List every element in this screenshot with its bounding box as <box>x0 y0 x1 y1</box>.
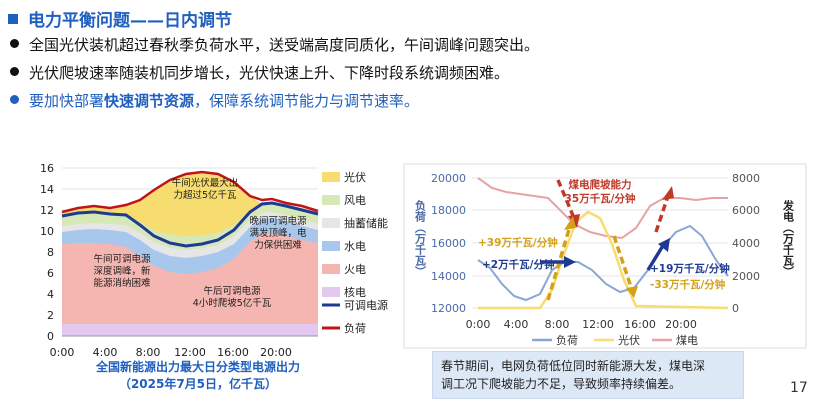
right-legend-pv: 光伏 <box>618 333 640 347</box>
left-ytick: 2 <box>47 309 54 322</box>
thermal-area <box>62 233 318 336</box>
bullet-1: 全国光伏装机超过春秋季负荷水平，送受端高度同质化，午间调峰问题突出。 <box>10 34 539 55</box>
left-chart: 0 2 4 6 8 10 12 14 16 0:00 4:00 8:00 12:… <box>40 162 388 359</box>
coal-annotation: 煤电爬坡能力 <box>569 178 632 191</box>
left-annotation-2: 午间可调电源 <box>93 253 151 265</box>
left-ytick: 12 <box>40 204 54 217</box>
adjustable-line <box>61 201 319 248</box>
nuclear-area <box>62 324 318 336</box>
pv-down-annotation: -33万千瓦/分钟 <box>650 278 726 291</box>
right-ytick-left: 16000 <box>431 237 466 250</box>
caption-line-2: （2025年7月5日，亿千瓦） <box>118 377 278 391</box>
left-ytick: 8 <box>47 246 54 259</box>
legend-storage: 抽蓄储能 <box>344 216 388 230</box>
left-xtick: 12:00 <box>174 346 206 359</box>
left-annotation-3: 满发顶峰，电 <box>249 227 307 239</box>
right-ytick-left: 12000 <box>431 302 466 315</box>
left-annotation-3: 晚间可调电源 <box>249 215 307 227</box>
legend-hydro: 水电 <box>344 240 366 253</box>
right-ytick-right: 4000 <box>732 237 760 250</box>
bullet-1-text: 全国光伏装机超过春秋季负荷水平，送受端高度同质化，午间调峰问题突出。 <box>29 36 540 54</box>
bullet-3-pre: 要加快部署 <box>29 92 105 110</box>
title-square-icon <box>8 14 18 24</box>
left-annotation-3: 力保供困难 <box>254 239 302 251</box>
bullet-dot-icon <box>10 95 19 104</box>
left-xtick: 0:00 <box>50 346 75 359</box>
legend-wind: 风电 <box>344 194 366 207</box>
load-line <box>61 170 319 214</box>
left-annotation-1: 午间光伏最大出 <box>172 177 239 189</box>
coal-annotation: 35万千瓦/分钟 <box>565 192 636 205</box>
pv-up-annotation: +39万千瓦/分钟 <box>478 236 558 249</box>
legend-nuclear: 核电 <box>344 285 366 299</box>
left-ytick: 0 <box>47 330 54 343</box>
left-annotation-4: 午后可调电源 <box>203 285 261 297</box>
right-ytick-left: 18000 <box>431 204 466 217</box>
note-line-1: 春节期间，电网负荷低位同时新能源大发，煤电深 <box>441 359 706 373</box>
bullet-3-highlight: 快速调节资源 <box>104 92 195 110</box>
left-xtick: 4:00 <box>93 346 118 359</box>
left-ytick: 16 <box>40 162 54 175</box>
page-number: 17 <box>790 380 808 396</box>
left-xtick: 8:00 <box>136 346 161 359</box>
bullet-3-post: ，保障系统调节能力与调节速率。 <box>194 92 420 110</box>
coal-line <box>477 177 728 240</box>
right-xtick: 4:00 <box>504 318 529 331</box>
right-ylabel-right: 发电（万千瓦） <box>782 199 796 277</box>
right-ytick-right: 8000 <box>732 172 760 185</box>
bullet-2: 光伏爬坡速率随装机同步增长，光伏快速上升、下降时段系统调频困难。 <box>10 62 509 83</box>
left-annotation-1: 力超过5亿千瓦 <box>173 189 237 201</box>
right-ytick-right: 6000 <box>732 204 760 217</box>
right-xtick: 8:00 <box>545 318 570 331</box>
left-annotation-4: 4小时爬坡5亿千瓦 <box>193 297 272 309</box>
right-chart: 煤电爬坡能力 35万千瓦/分钟 +39万千瓦/分钟 +2万千瓦/分钟 +19万千… <box>403 163 807 349</box>
left-ytick: 10 <box>40 225 54 238</box>
right-ytick-right: 2000 <box>732 270 760 283</box>
right-ytick-right: 0 <box>732 302 739 315</box>
legend-load: 负荷 <box>344 321 366 335</box>
bullet-2-text: 光伏爬坡速率随装机同步增长，光伏快速上升、下降时段系统调频困难。 <box>29 64 510 82</box>
right-ytick-left: 14000 <box>431 270 466 283</box>
left-xtick: 20:00 <box>260 346 292 359</box>
right-xtick: 20:00 <box>665 318 697 331</box>
left-annotation-2: 深度调峰，新 <box>93 265 151 277</box>
right-ylabel-left: 负荷（万千瓦） <box>414 199 428 277</box>
left-ytick: 14 <box>40 183 54 196</box>
right-xtick: 12:00 <box>582 318 614 331</box>
right-legend-coal: 煤电 <box>676 334 698 347</box>
right-xtick: 16:00 <box>624 318 656 331</box>
bullet-dot-icon <box>10 39 19 48</box>
title-text: 电力平衡问题——日内调节 <box>28 11 232 31</box>
note-box: 春节期间，电网负荷低位同时新能源大发，煤电深 调工况下爬坡能力不足，导致频率持续… <box>432 351 744 399</box>
legend-adjustable: 可调电源 <box>344 298 388 312</box>
left-chart-caption: 全国新能源出力最大日分类型电源出力 （2025年7月5日，亿千瓦） <box>48 359 348 393</box>
left-annotation-2: 能源消纳困难 <box>93 277 151 289</box>
page-title: 电力平衡问题——日内调节 <box>8 6 232 31</box>
load-ramp-arrows <box>540 238 670 271</box>
load-up-annotation-2: +19万千瓦/分钟 <box>650 262 730 275</box>
caption-line-1: 全国新能源出力最大日分类型电源出力 <box>95 360 300 374</box>
right-legend-load: 负荷 <box>556 333 578 347</box>
right-load-line <box>477 224 729 302</box>
right-ytick-left: 20000 <box>431 172 466 185</box>
legend-thermal: 火电 <box>344 263 366 276</box>
right-xtick: 0:00 <box>466 318 491 331</box>
legend-pv: 光伏 <box>344 170 366 184</box>
bullet-3: 要加快部署快速调节资源，保障系统调节能力与调节速率。 <box>10 90 419 111</box>
left-ytick: 6 <box>47 267 54 280</box>
left-xtick: 16:00 <box>217 346 249 359</box>
note-line-2: 调工况下爬坡能力不足，导致频率持续偏差。 <box>441 377 682 391</box>
bullet-dot-icon <box>10 67 19 76</box>
left-ytick: 4 <box>47 288 54 301</box>
load-up-annotation-1: +2万千瓦/分钟 <box>482 258 555 271</box>
